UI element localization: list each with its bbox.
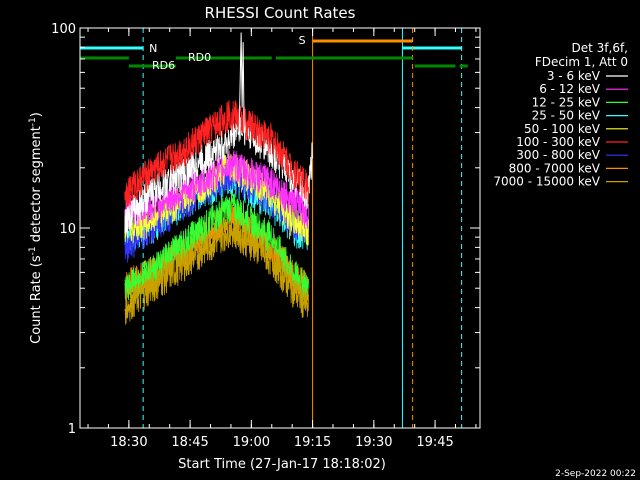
series-group [124, 32, 313, 325]
legend-header-2: FDecim 1, Att 0 [535, 55, 628, 69]
x-tick-label-18-30: 18:30 [110, 435, 147, 450]
status-bars: N S RD0 RD6 [79, 28, 468, 428]
rd6-label: RD6 [152, 59, 175, 72]
legend-label-6-12-kev: 6 - 12 keV [539, 82, 601, 96]
series-line-7000-15000-kev [124, 212, 309, 325]
legend-label-3-6-kev: 3 - 6 keV [547, 69, 601, 83]
x-axis-label: Start Time (27-Jan-17 18:18:02) [178, 457, 386, 472]
y-tick-label-10: 10 [59, 222, 76, 237]
legend-label-100-300-kev: 100 - 300 keV [516, 135, 600, 149]
y-axis: 1 10 100 [51, 22, 480, 437]
series-line-100-300-kev [124, 100, 309, 208]
x-tick-label-19-45: 19:45 [416, 435, 453, 450]
saa-label: S [299, 34, 306, 47]
y-tick-label-1: 1 [68, 422, 76, 437]
legend-label-12-25-kev: 12 - 25 keV [532, 95, 601, 109]
legend-label-300-800-kev: 300 - 800 keV [516, 148, 600, 162]
legend-label-25-50-kev: 25 - 50 keV [532, 109, 601, 123]
chart-title: RHESSI Count Rates [205, 4, 356, 22]
night-label: N [149, 42, 157, 55]
x-tick-label-18-45: 18:45 [171, 435, 208, 450]
legend-header-1: Det 3f,6f, [572, 41, 629, 55]
y-axis-label-mid: detector segment [29, 126, 44, 246]
y-tick-label-100: 100 [51, 22, 76, 37]
series-line-12-25-kev [124, 190, 309, 301]
x-tick-label-19-30: 19:30 [355, 435, 392, 450]
x-tick-label-19-15: 19:15 [294, 435, 331, 450]
y-axis-label: Count Rate (s-1 detector segment-1) [28, 112, 44, 344]
y-axis-label-sup: -1 [28, 246, 38, 255]
x-axis: 18:30 18:45 19:00 19:15 19:30 19:45 [87, 28, 477, 450]
rd0-label: RD0 [188, 51, 211, 64]
footer-date: 2-Sep-2022 00:22 [555, 469, 636, 479]
legend-label-800-7000-kev: 800 - 7000 keV [509, 161, 601, 175]
legend-label-50-100-kev: 50 - 100 keV [524, 122, 601, 136]
y-axis-label-main: Count Rate (s [29, 255, 44, 344]
y-axis-label-end: ) [29, 112, 44, 117]
y-axis-label-sup2: -1 [28, 117, 38, 126]
x-tick-label-19-00: 19:00 [233, 435, 270, 450]
legend-label-7000-15000-kev: 7000 - 15000 keV [493, 175, 600, 189]
spike-3-6-kev [238, 32, 245, 133]
